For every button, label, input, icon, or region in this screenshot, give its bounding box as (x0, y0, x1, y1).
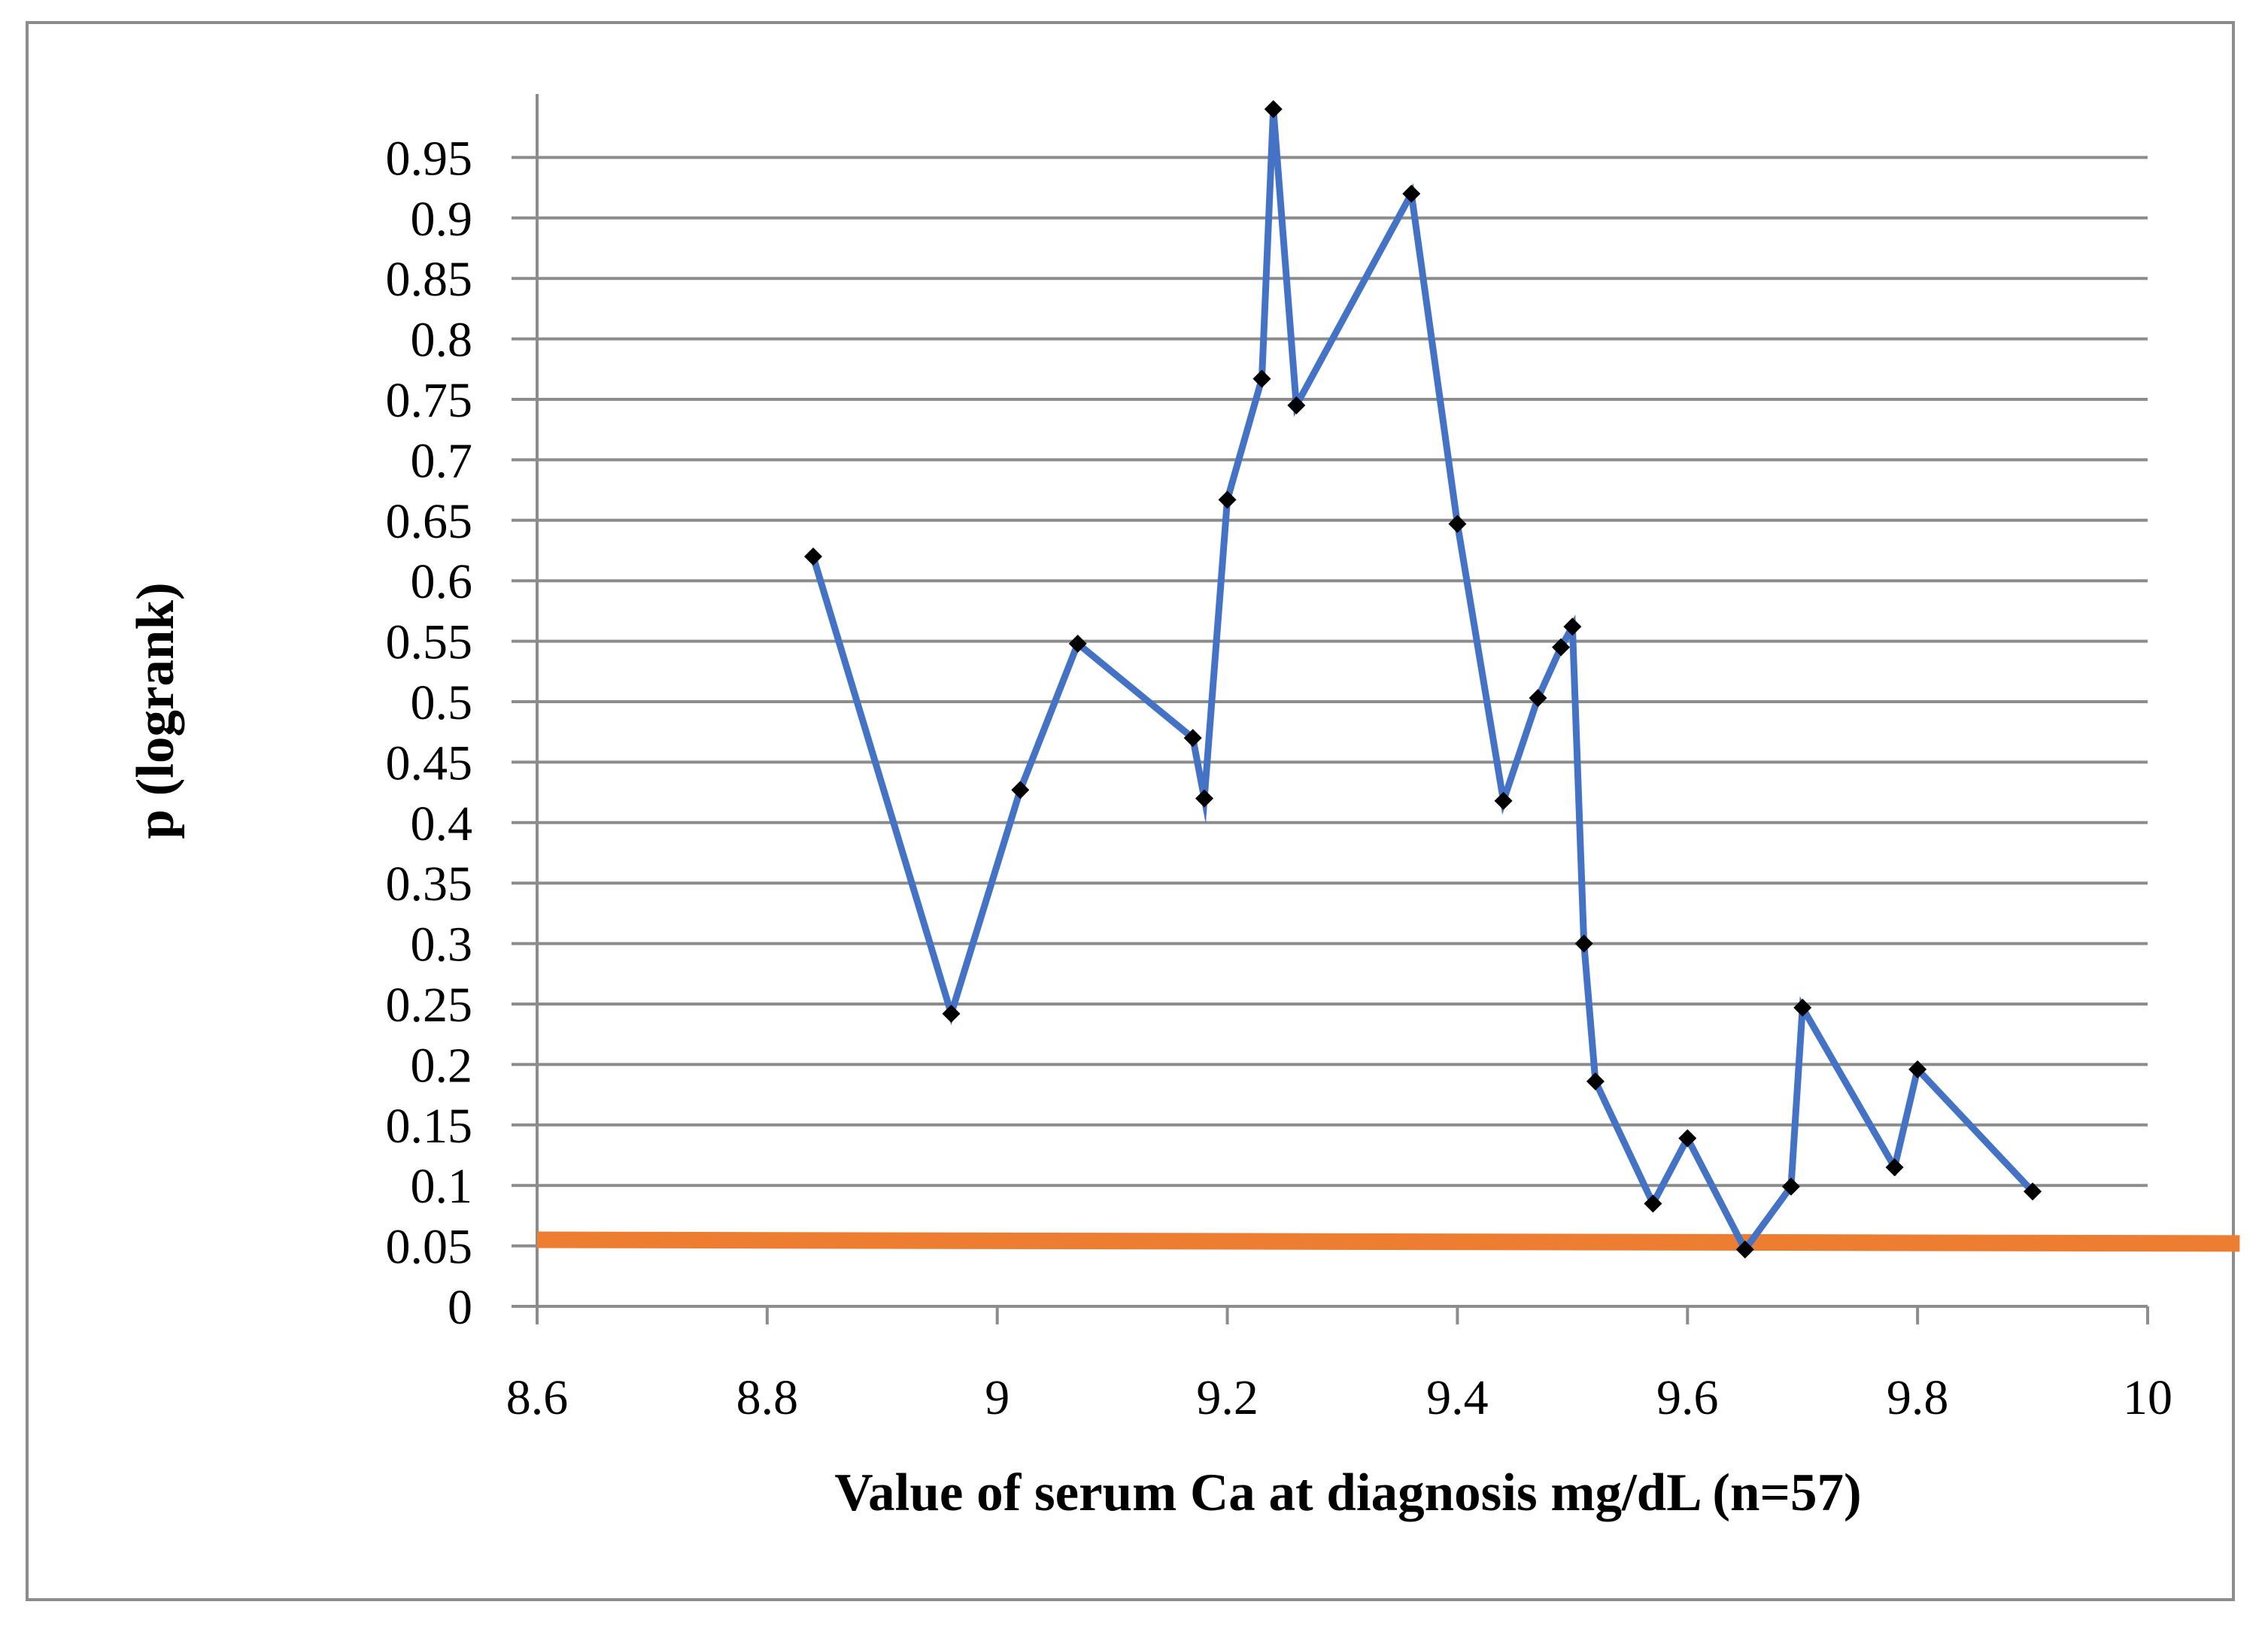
x-tick-label: 10 (2123, 1370, 2172, 1425)
data-point (1448, 514, 1467, 533)
data-point (1908, 1060, 1927, 1078)
x-tick-labels: 8.6 8.8 9 9.2 9.4 9.6 9.8 10 (506, 1370, 2172, 1425)
reference-line-layer (536, 1231, 2240, 1252)
data-point (1402, 184, 1421, 203)
data-point (1563, 617, 1582, 636)
data-point (1793, 998, 1812, 1017)
data-point (1529, 689, 1547, 708)
data-point (1287, 396, 1306, 415)
data-point (1183, 729, 1202, 748)
y-tick-label: 0.4 (411, 796, 473, 851)
reference-line (536, 1231, 2240, 1252)
x-tick-label: 9.2 (1196, 1370, 1258, 1425)
y-tick-label: 0.8 (411, 313, 473, 368)
data-point (1264, 100, 1283, 119)
data-point (1195, 789, 1213, 808)
x-axis-title: Value of serum Ca at diagnosis mg/dL (n=… (834, 1464, 1861, 1522)
y-tick-label: 0.15 (386, 1099, 473, 1154)
y-tick-label: 0 (448, 1280, 472, 1335)
y-tick-labels: 00.05 0.10.15 0.20.25 0.3 0.35 0.4 0.45 0.50.55… (386, 131, 473, 1335)
y-tick-label: 0.55 (386, 615, 473, 670)
data-point (1586, 1072, 1605, 1091)
data-point (1574, 934, 1593, 953)
y-tick-label: 0.65 (386, 494, 473, 549)
y-tick-label: 0.85 (386, 252, 473, 307)
x-tick-label: 9.8 (1887, 1370, 1949, 1425)
y-tick-label: 0.1 (411, 1159, 473, 1214)
series-layer (809, 108, 2036, 1256)
data-point (1218, 490, 1237, 509)
data-point (1494, 791, 1513, 810)
x-tick-label: 9.4 (1426, 1370, 1489, 1425)
data-point (942, 1004, 961, 1023)
data-point (804, 548, 823, 566)
x-tick-label: 8.6 (506, 1370, 569, 1425)
data-point (1068, 634, 1087, 653)
y-tick-label: 0.2 (411, 1038, 473, 1093)
x-tick-label: 9.6 (1656, 1370, 1719, 1425)
x-tick-label: 9 (985, 1370, 1010, 1425)
data-point (1678, 1129, 1697, 1148)
y-tick-label: 0.9 (411, 192, 473, 247)
x-tick-label: 8.8 (736, 1370, 799, 1425)
data-point (1885, 1158, 1904, 1177)
y-tick-label: 0.5 (411, 675, 473, 730)
markers-layer (804, 100, 2042, 1259)
series-line (809, 108, 2036, 1256)
gridlines (512, 156, 2148, 1248)
y-tick-label: 0.6 (411, 554, 473, 609)
y-tick-label: 0.45 (386, 736, 473, 790)
data-point (1552, 638, 1571, 657)
y-tick-label: 0.7 (411, 433, 473, 488)
y-tick-label: 0.3 (411, 918, 473, 972)
y-tick-label: 0.35 (386, 857, 473, 912)
y-tick-label: 0.75 (386, 373, 473, 428)
y-tick-label: 0.05 (386, 1220, 473, 1275)
axes (512, 94, 2149, 1324)
data-point (1644, 1194, 1662, 1213)
y-tick-label: 0.25 (386, 978, 473, 1033)
data-point (1011, 781, 1030, 799)
data-point (1735, 1240, 1754, 1259)
y-tick-label: 0.95 (386, 131, 473, 186)
y-axis-title: p (logrank) (126, 582, 185, 839)
data-point (1781, 1177, 1800, 1196)
data-point (1252, 369, 1271, 388)
data-point (2024, 1182, 2042, 1201)
chart-frame (26, 21, 2235, 1601)
